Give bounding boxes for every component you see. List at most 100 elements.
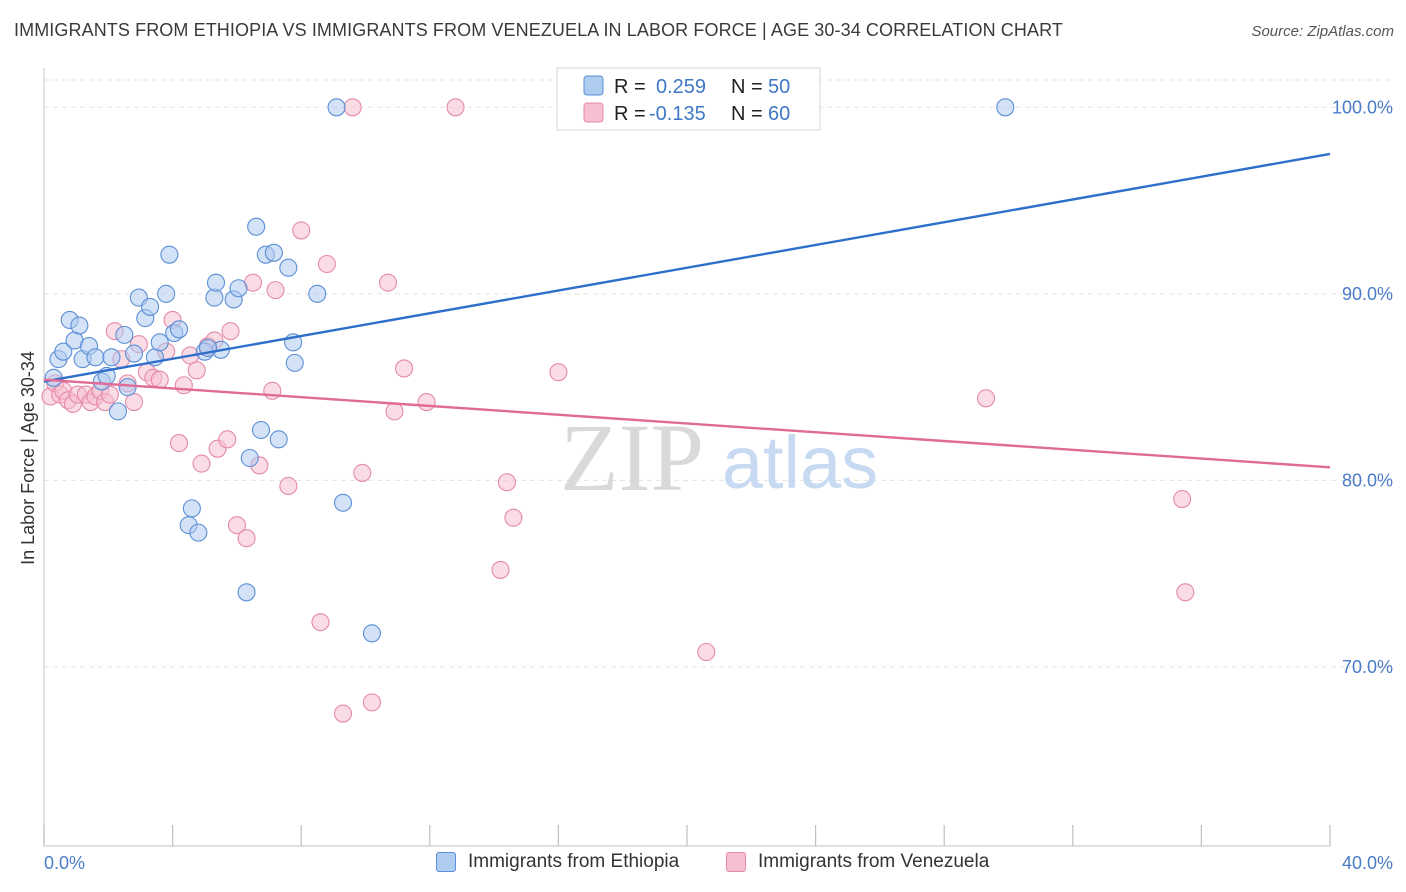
venezuela-point: [100, 385, 119, 404]
legend-label-ethiopia: Immigrants from Ethiopia: [468, 851, 680, 872]
venezuela-point: [353, 463, 372, 482]
legend-label-venezuela: Immigrants from Venezuela: [758, 851, 990, 872]
legend-n-label-2: N =: [731, 103, 763, 125]
ethiopia-point: [206, 273, 226, 292]
venezuela-point: [491, 560, 510, 579]
trend-lines: [43, 152, 1331, 469]
ethiopia-point: [141, 297, 160, 316]
venezuela-point: [385, 402, 404, 421]
ethiopia-point: [115, 325, 134, 344]
legend-r-label-2: R =: [614, 103, 646, 125]
y-axis-label: In Labor Force | Age 30-34: [18, 351, 38, 565]
venezuela-point: [169, 434, 189, 453]
ethiopia-point: [124, 344, 144, 363]
y-tick-label: 70.0%: [1342, 657, 1393, 677]
ethiopia-point: [102, 348, 121, 367]
venezuela-point: [497, 473, 517, 492]
ethiopia-point: [205, 288, 224, 307]
venezuela-point: [417, 392, 436, 412]
correlation-legend: R = 0.259 N = 50 R = -0.135 N = 60: [556, 67, 821, 131]
legend-swatch-ethiopia: [583, 75, 604, 96]
venezuela-point: [279, 476, 298, 496]
ethiopia-point: [327, 98, 346, 117]
venezuela-swatch: [726, 852, 746, 872]
legend-item-venezuela[interactable]: Immigrants from Venezuela: [726, 851, 989, 873]
venezuela-point: [343, 98, 362, 117]
ethiopia-point: [251, 420, 271, 440]
series-legend: Immigrants from Ethiopia Immigrants from…: [0, 851, 1406, 879]
ethiopia-point: [118, 378, 137, 397]
ethiopia-point: [269, 430, 288, 449]
ethiopia-points: [44, 98, 1015, 643]
ethiopia-point: [189, 523, 208, 542]
source-label: Source: ZipAtlas.com: [1251, 23, 1394, 40]
venezuela-point: [237, 529, 256, 548]
ethiopia-point: [182, 499, 201, 518]
ethiopia-point: [996, 98, 1015, 117]
ethiopia-point: [237, 583, 256, 602]
venezuela-point: [124, 392, 144, 412]
venezuela-point: [697, 642, 716, 662]
ethiopia-point: [229, 279, 248, 298]
venezuela-point: [378, 273, 398, 292]
ethiopia-point: [264, 243, 283, 262]
venezuela-point: [549, 363, 568, 382]
legend-n-value-2: 60: [768, 103, 790, 125]
y-tick-label: 80.0%: [1342, 470, 1393, 490]
legend-item-ethiopia[interactable]: Immigrants from Ethiopia: [436, 851, 679, 873]
ethiopia-point: [108, 402, 127, 421]
venezuela-trend-line: [43, 378, 1331, 469]
venezuela-point: [174, 376, 193, 395]
ethiopia-trend-line: [43, 152, 1331, 383]
ethiopia-point: [362, 624, 381, 643]
venezuela-point: [976, 389, 996, 408]
venezuela-point: [395, 359, 414, 378]
venezuela-point: [221, 322, 240, 341]
legend-n-label-1: N =: [731, 76, 763, 98]
legend-swatch-venezuela: [583, 102, 604, 123]
ethiopia-point: [308, 284, 327, 303]
watermark-atlas: atlas: [722, 421, 878, 504]
tick-labels: 70.0% 80.0% 90.0% 100.0% 0.0% 40.0%: [44, 97, 1393, 873]
x-tick-label-max: 40.0%: [1342, 853, 1393, 873]
ethiopia-point: [54, 342, 73, 361]
ethiopia-point: [160, 245, 179, 264]
venezuela-point: [362, 693, 381, 712]
venezuela-point: [446, 98, 465, 117]
venezuela-point: [218, 430, 237, 449]
y-tick-label: 100.0%: [1332, 97, 1393, 117]
venezuela-point: [1173, 489, 1192, 509]
venezuela-point: [292, 221, 311, 240]
ethiopia-swatch: [436, 852, 456, 872]
watermark: ZIP atlas: [560, 404, 878, 511]
venezuela-point: [311, 613, 330, 632]
ethiopia-point: [247, 217, 266, 236]
venezuela-point: [333, 704, 353, 723]
axes: [43, 68, 1331, 847]
legend-r-label-1: R =: [614, 76, 646, 98]
venezuela-point: [187, 361, 206, 380]
venezuela-point: [317, 254, 336, 274]
y-tick-label: 90.0%: [1342, 284, 1393, 304]
ethiopia-point: [169, 320, 189, 339]
ethiopia-point: [240, 448, 259, 468]
venezuela-point: [227, 516, 246, 535]
venezuela-point: [266, 281, 285, 300]
ethiopia-point: [70, 316, 89, 335]
venezuela-point: [1176, 583, 1195, 602]
chart-title: IMMIGRANTS FROM ETHIOPIA VS IMMIGRANTS F…: [14, 20, 1063, 40]
venezuela-points: [41, 98, 1195, 723]
legend-n-value-1: 50: [768, 76, 790, 98]
ethiopia-point: [285, 353, 304, 372]
legend-r-value-1: 0.259: [656, 76, 706, 98]
x-tick-label-min: 0.0%: [44, 853, 85, 873]
legend-r-value-2: -0.135: [649, 103, 706, 125]
ethiopia-point: [157, 284, 176, 303]
venezuela-point: [504, 508, 523, 527]
ethiopia-point: [150, 333, 169, 352]
ethiopia-point: [86, 348, 105, 367]
ethiopia-point: [279, 258, 298, 277]
gridlines: [44, 79, 1394, 668]
venezuela-point: [192, 454, 211, 473]
